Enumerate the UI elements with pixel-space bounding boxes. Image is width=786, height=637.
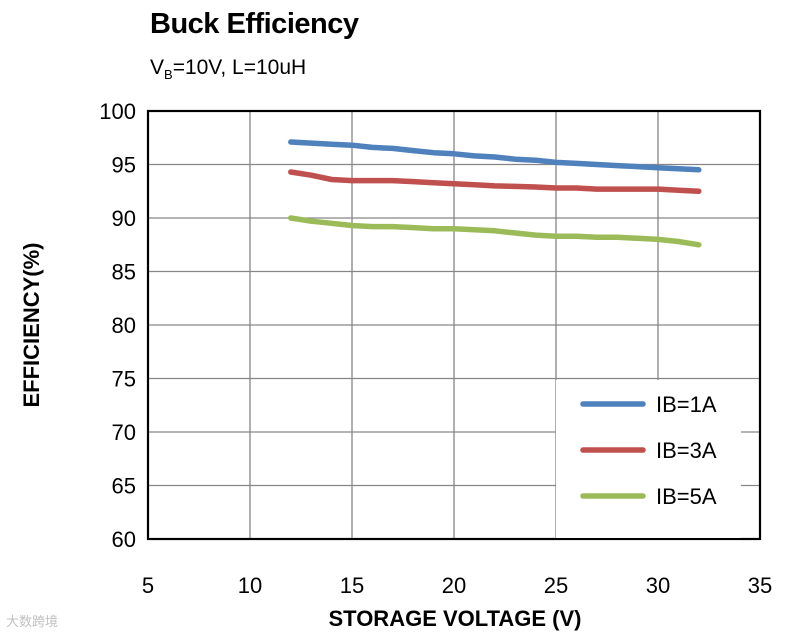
series-line-ib5a	[288, 215, 702, 248]
watermark: 大数跨境	[6, 614, 59, 629]
x-tick-label: 20	[442, 573, 466, 598]
x-tick-label: 5	[142, 573, 154, 598]
y-tick-label: 70	[112, 420, 136, 445]
legend-label: IB=1A	[656, 392, 717, 417]
x-tick-label: 25	[544, 573, 568, 598]
x-tick-label: 30	[646, 573, 670, 598]
chart-title: Buck Efficiency	[150, 8, 359, 40]
y-tick-label: 65	[112, 474, 136, 499]
series-line-ib3a	[288, 169, 702, 195]
subtitle-suffix: =10V, L=10uH	[172, 56, 307, 79]
y-tick-label: 95	[112, 153, 136, 178]
subtitle-subscript: B	[164, 67, 173, 83]
y-tick-label: 60	[112, 527, 136, 552]
x-tick-label: 15	[340, 573, 364, 598]
y-tick-label: 100	[99, 99, 136, 124]
y-tick-label: 90	[112, 206, 136, 231]
chart-subtitle: VB=10V, L=10uH	[150, 56, 306, 82]
subtitle-prefix: V	[150, 56, 165, 79]
legend-label: IB=5A	[656, 484, 717, 509]
series-line-ib1a	[288, 139, 702, 173]
plot-area-frame	[146, 109, 762, 541]
x-tick-label: 35	[748, 573, 772, 598]
y-tick-label: 75	[112, 367, 136, 392]
legend-label: IB=3A	[656, 438, 717, 463]
y-axis-label: EFFICIENCY(%)	[19, 243, 44, 408]
x-axis-label: STORAGE VOLTAGE (V)	[328, 606, 581, 631]
y-tick-label: 85	[112, 260, 136, 285]
x-tick-label: 10	[238, 573, 262, 598]
y-tick-label: 80	[112, 313, 136, 338]
